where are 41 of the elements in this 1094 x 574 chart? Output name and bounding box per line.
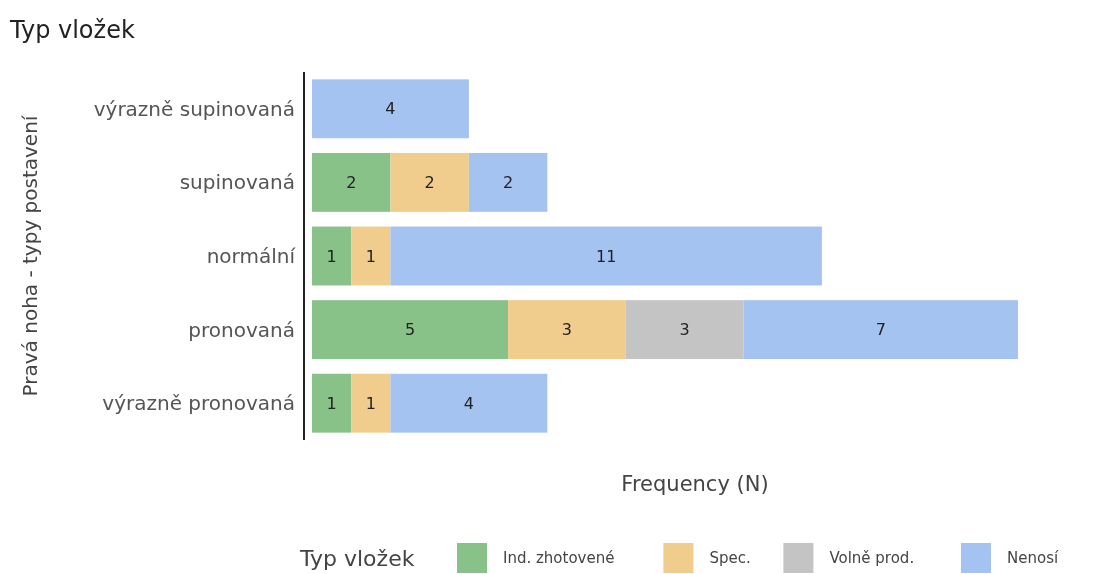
data-label: 3 bbox=[679, 320, 690, 340]
bar bbox=[312, 152, 391, 212]
y-axis-title: Pravá noha - typy postavení bbox=[18, 114, 42, 397]
bar bbox=[312, 300, 509, 360]
data-label: 1 bbox=[326, 246, 337, 266]
data-label: 2 bbox=[503, 173, 514, 192]
y-tick-label: supinovaná bbox=[179, 170, 295, 195]
data-label: 5 bbox=[404, 320, 416, 340]
bar bbox=[390, 373, 548, 433]
legend-label: Volně prod. bbox=[829, 549, 915, 568]
y-tick-label: pronovaná bbox=[188, 317, 295, 342]
bar bbox=[351, 226, 391, 286]
text: Typ vložek bbox=[9, 16, 135, 44]
y-tick-label: normální bbox=[206, 244, 297, 268]
data-label: 7 bbox=[875, 320, 886, 340]
y-tick-label: výrazně supinovaná bbox=[93, 96, 295, 121]
data-label: 4 bbox=[463, 393, 474, 413]
bar bbox=[468, 152, 548, 212]
bar bbox=[312, 226, 352, 286]
bar bbox=[312, 373, 352, 433]
bar bbox=[508, 300, 626, 360]
data-label: 2 bbox=[424, 173, 435, 192]
data-label: 2 bbox=[346, 173, 357, 192]
legend-title: Typ vložek bbox=[299, 545, 415, 571]
bar bbox=[743, 300, 1018, 360]
data-label: 4 bbox=[385, 99, 396, 119]
bar bbox=[312, 79, 469, 139]
bar bbox=[625, 300, 744, 360]
legend-label: Nenosí bbox=[1007, 549, 1059, 568]
data-label: 1 bbox=[326, 393, 337, 413]
data-label: 3 bbox=[561, 320, 573, 340]
legend-label: Ind. zhotovené bbox=[503, 549, 615, 568]
data-label: 1 bbox=[365, 246, 376, 266]
data-label: 1 bbox=[365, 393, 376, 413]
data-label: 11 bbox=[595, 246, 617, 266]
y-tick-label: výrazně pronovaná bbox=[102, 391, 295, 416]
bar bbox=[390, 226, 822, 286]
bar bbox=[390, 152, 469, 212]
x-axis-title: Frequency (N) bbox=[621, 472, 769, 497]
legend-label: Spec. bbox=[709, 549, 751, 568]
bar bbox=[351, 373, 391, 433]
